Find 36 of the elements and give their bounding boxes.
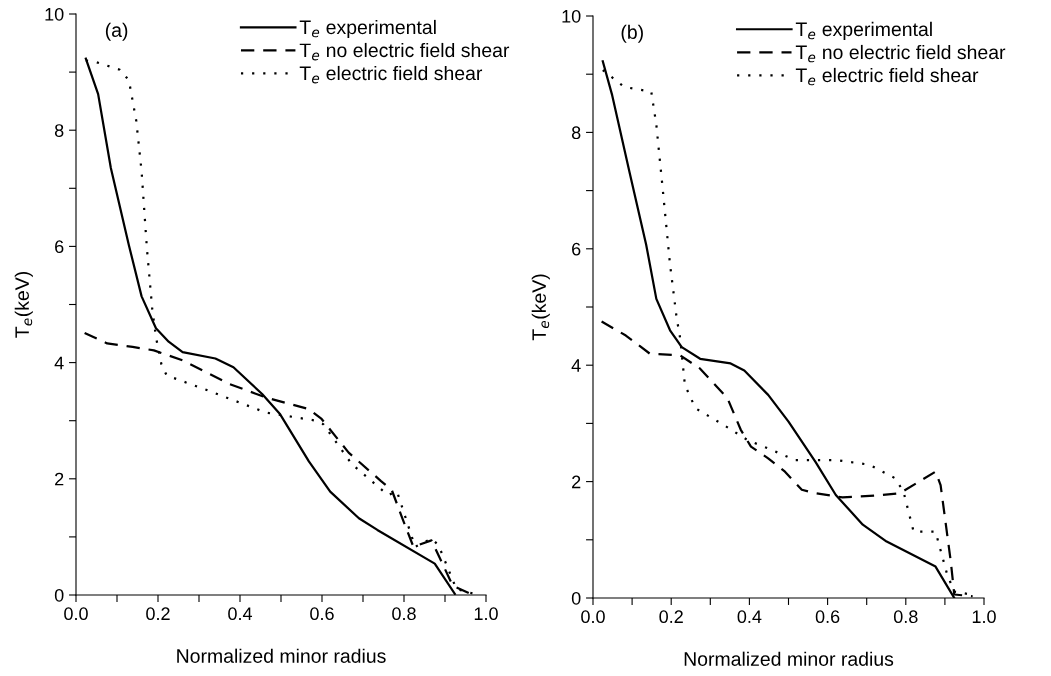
legend-label: T$_{e}$ experimental: [299, 19, 436, 39]
x-tick-label: 0.6: [310, 607, 334, 621]
x-tick-label: 0.2: [659, 610, 683, 624]
chart-title: (b): [621, 24, 643, 43]
x-tick-label: 0.4: [228, 607, 253, 621]
y-tick-label: 8: [571, 126, 581, 140]
x-axis-title: Normalized minor radius: [177, 648, 386, 663]
y-tick-label: 10: [45, 7, 64, 21]
x-tick-label: 1.0: [972, 610, 996, 624]
chart-title: (a): [105, 22, 128, 41]
x-tick-label: 1.0: [474, 607, 498, 621]
legend-label: T$_{e}$ electric field shear: [299, 65, 483, 84]
x-tick-label: 0.0: [64, 607, 88, 621]
y-tick-label: 4: [571, 359, 581, 372]
y-tick-label: 6: [55, 240, 64, 254]
y-axis-title: T$_{e}$(keV): [14, 272, 33, 338]
x-tick-label: 0.6: [815, 610, 840, 624]
x-tick-label: 0.8: [893, 610, 918, 624]
y-tick-label: 4: [54, 356, 64, 370]
y-tick-label: 0: [54, 588, 64, 602]
y-tick-label: 10: [562, 9, 581, 23]
y-tick-label: 6: [572, 242, 581, 256]
x-tick-label: 0.4: [737, 610, 762, 624]
y-tick-label: 2: [55, 472, 64, 486]
legend-label: T$_{e}$ no electric field shear: [795, 44, 1006, 63]
y-tick-label: 0: [571, 591, 581, 605]
legend-label: T$_{e}$ no electric field shear: [299, 42, 510, 61]
legend-label: T$_{e}$ experimental: [795, 21, 932, 40]
x-tick-label: 0.0: [581, 610, 605, 624]
y-tick-label: 2: [572, 475, 581, 489]
legend-label: T$_{e}$ electric field shear: [795, 67, 979, 86]
x-tick-label: 0.8: [392, 607, 416, 621]
x-axis-title: Normalized minor radius: [684, 651, 894, 666]
y-axis-title: T$_{e}$(keV): [531, 274, 550, 341]
y-tick-label: 8: [54, 124, 64, 137]
x-tick-label: 0.2: [146, 607, 170, 621]
